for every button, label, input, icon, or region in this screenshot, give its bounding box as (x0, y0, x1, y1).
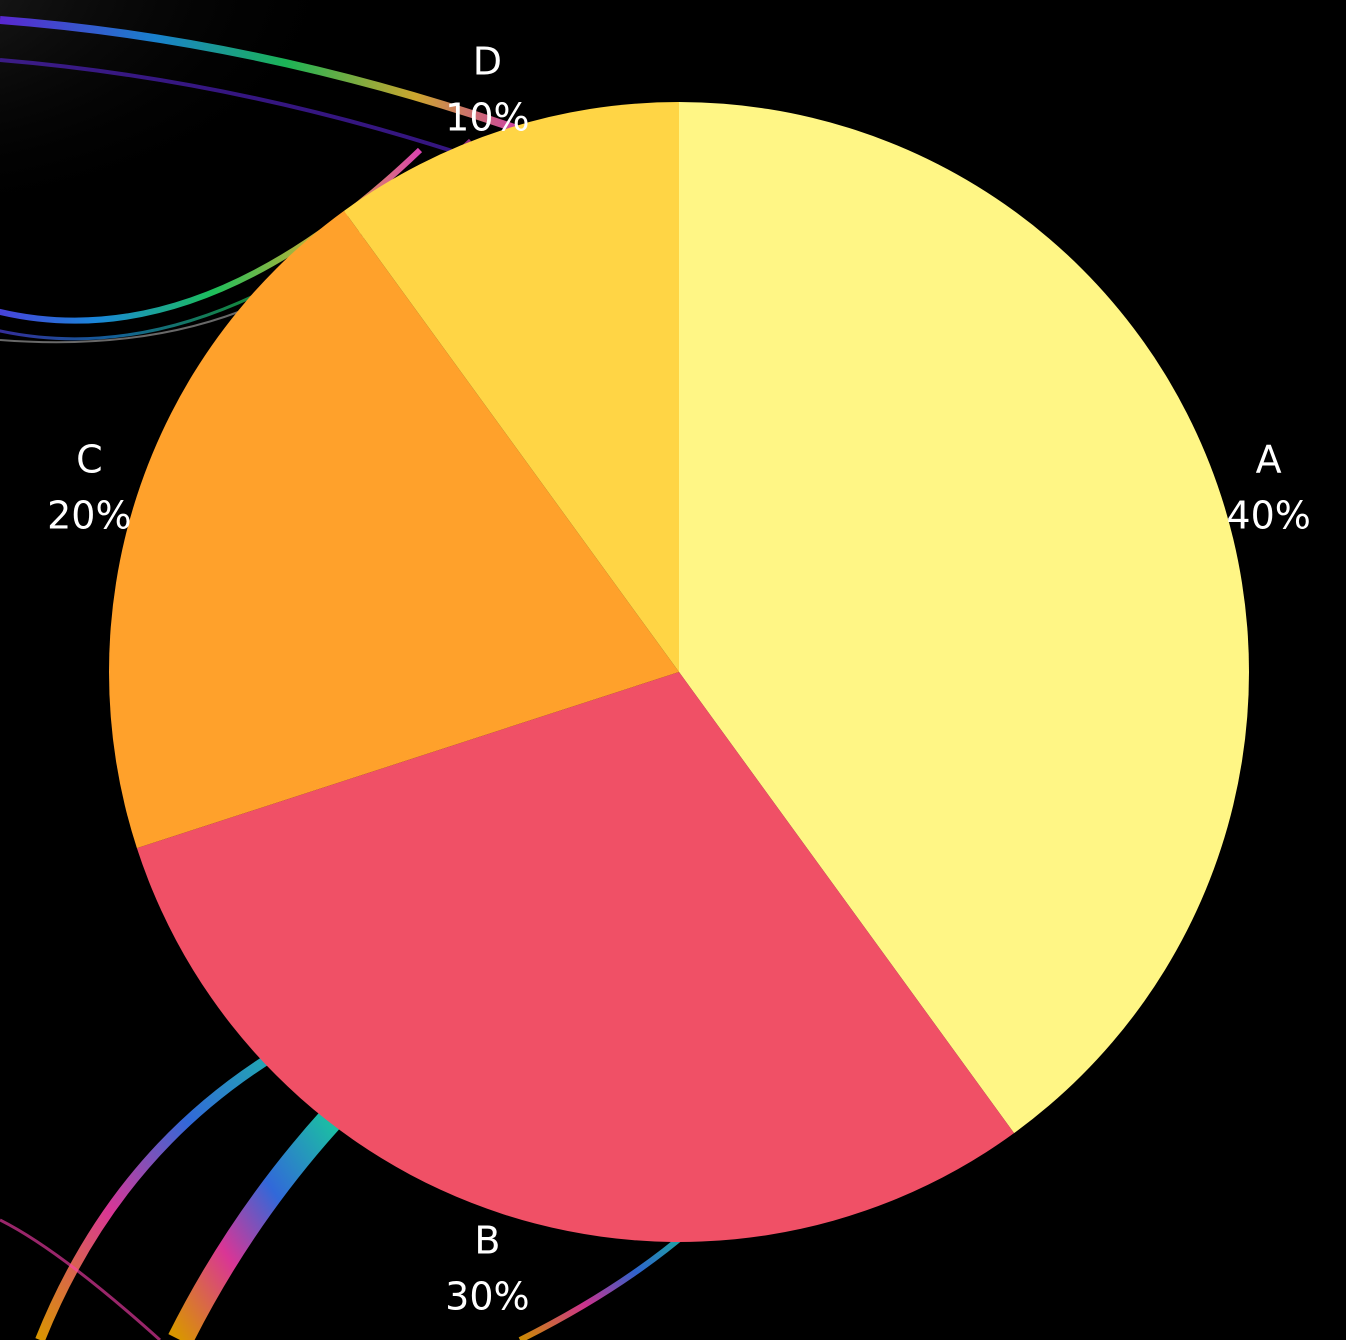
pie-label-a: A 40% (1226, 437, 1310, 537)
pie-slice-c[interactable] (109, 210, 680, 849)
pie-slice-d[interactable] (343, 101, 679, 672)
slice-category-label: B (474, 1219, 500, 1263)
slice-percent-label: 40% (1226, 493, 1310, 537)
pie-label-d: D 10% (445, 39, 529, 139)
slice-category-label: D (473, 39, 502, 83)
pie-label-b: B 30% (445, 1219, 529, 1319)
pie-label-c: C 20% (47, 437, 131, 537)
slice-category-label: C (76, 437, 103, 481)
pie-labels: A 40% B 30% C 20% D 10% (47, 39, 1311, 1318)
pie-slice-a[interactable] (679, 102, 1250, 1134)
slice-percent-label: 20% (47, 493, 131, 537)
background-bubble-bottom (0, 1035, 692, 1340)
pie-slice-b[interactable] (136, 672, 1015, 1242)
slice-category-label: A (1256, 437, 1282, 481)
slice-percent-label: 10% (445, 95, 529, 139)
pie-slices (109, 101, 1250, 1242)
slice-percent-label: 30% (445, 1275, 529, 1319)
